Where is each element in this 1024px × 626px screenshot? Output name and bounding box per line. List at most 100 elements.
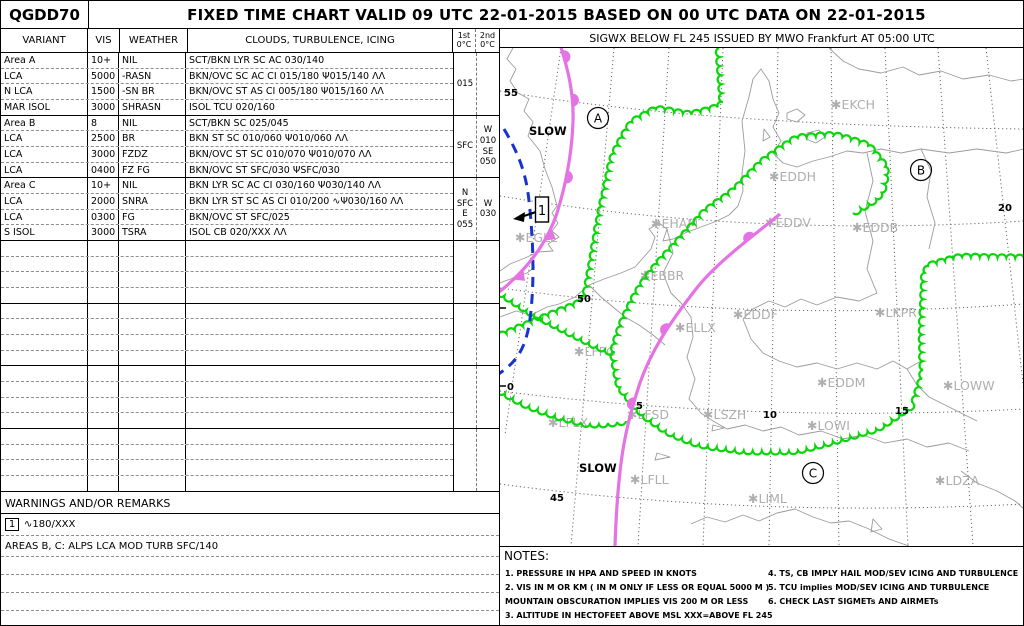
- cell-vis: 10+: [87, 178, 118, 194]
- cell-variant: [1, 257, 87, 272]
- col-vis: VIS: [87, 29, 119, 52]
- cell-weather: [118, 366, 185, 382]
- cell-first-zero-level: N SFC E 055: [453, 178, 476, 241]
- cell-variant: [1, 413, 87, 428]
- longitude-gridline: [504, 48, 562, 436]
- cell-clouds: BKN ST SC 010/060 Ψ010/060 ΛΛ: [185, 131, 453, 147]
- marker-ref-box: [534, 196, 550, 223]
- coastline-border: [654, 452, 671, 461]
- table-row: LCA 2500 BR BKN ST SC 010/060 Ψ010/060 ΛΛ: [1, 130, 453, 147]
- latitude-label: 55: [504, 88, 518, 99]
- cell-second-zero-level: [476, 366, 499, 429]
- latitude-gridline: [500, 390, 1023, 414]
- warning-empty-row: [1, 575, 499, 593]
- longitude-gridline: [884, 48, 909, 546]
- cell-variant: [1, 476, 87, 491]
- cell-variant: [1, 319, 87, 334]
- table-row: LCA 5000 -RASN BKN/OVC SC AC CI 015/180 Ψ01…: [1, 67, 453, 84]
- table-row: [1, 366, 453, 382]
- coastline-border: [828, 48, 1023, 82]
- airport-label: ✱EDDB: [852, 220, 898, 235]
- group-rows: Area A 10+ NIL SCT/BKN LYR SC AC 030/140 LCA…: [1, 53, 453, 115]
- note-line: 2. VIS IN M OR KM ( IN M ONLY IF LESS OR…: [505, 583, 770, 592]
- cell-weather: [118, 476, 185, 491]
- map-panel: SIGWX BELOW FL 245 ISSUED BY MWO Frankfu…: [500, 29, 1023, 625]
- coastline-border: [500, 48, 560, 272]
- cell-weather: FZDZ: [118, 147, 185, 162]
- table-group-area: Area B 8 NIL SCT/BKN SC 025/045 LCA 2500 BR BKN…: [1, 115, 499, 179]
- airport-label: ✱EDDF: [733, 307, 778, 322]
- cell-clouds: ISOL TCU 020/160: [185, 100, 453, 115]
- coastline-border: [742, 292, 878, 320]
- cell-vis: 5000: [87, 68, 118, 84]
- cell-first-zero-level: [453, 303, 476, 366]
- airport-label: ✱LSZH: [703, 407, 746, 422]
- cell-vis: 0300: [87, 209, 118, 225]
- latitude-gridline: [500, 90, 1023, 130]
- zero-deg-label: 0°C: [456, 39, 472, 49]
- group-rows: Area B 8 NIL SCT/BKN SC 025/045 LCA 2500 BR BKN…: [1, 115, 453, 178]
- warning-empty-row: [1, 593, 499, 611]
- cell-weather: [118, 397, 185, 413]
- col-weather: WEATHER: [119, 29, 187, 52]
- notes-title: NOTES:: [504, 549, 549, 563]
- cell-vis: 3000: [87, 225, 118, 241]
- note-line: MOUNTAIN OBSCURATION IMPLIES VIS 200 M O…: [505, 597, 749, 606]
- warnings-title: WARNINGS AND/OR REMARKS: [1, 494, 499, 514]
- cell-weather: [118, 319, 185, 335]
- cell-clouds: SCT/BKN LYR SC AC 030/140: [185, 53, 453, 68]
- group-rows: [1, 429, 453, 491]
- longitude-gridline: [702, 48, 724, 546]
- warm-front-bump: [743, 231, 755, 243]
- cell-variant: Area B: [4, 117, 36, 129]
- cell-vis: [87, 241, 118, 256]
- longitude-gridline: [570, 48, 615, 546]
- table-group-empty: [1, 429, 499, 492]
- warm-front-bump: [660, 323, 671, 336]
- cell-variant: N LCA: [4, 86, 33, 98]
- table-group-empty: [1, 366, 499, 430]
- cell-clouds: [185, 444, 453, 460]
- longitude-label: 15: [895, 406, 909, 417]
- cell-vis: 3000: [87, 100, 118, 115]
- warnings-box: WARNINGS AND/OR REMARKS 1 ∿180/XXX AREAS…: [1, 494, 499, 625]
- table-group-area: Area C 10+ NIL BKN LYR SC AC CI 030/160 Ψ03…: [1, 178, 499, 242]
- coastline-border: [920, 148, 936, 250]
- cell-weather: [118, 241, 185, 256]
- cell-weather: NIL: [118, 178, 185, 194]
- map-title: SIGWX BELOW FL 245 ISSUED BY MWO Frankfu…: [500, 29, 1023, 48]
- airport-label: ✱LFLL: [630, 472, 669, 487]
- latitude-label: 45: [550, 493, 564, 504]
- group-rows: Area C 10+ NIL BKN LYR SC AC CI 030/160 Ψ03…: [1, 178, 453, 241]
- airport-label: ✱LIML: [748, 491, 787, 506]
- longitude-label: 20: [998, 203, 1012, 214]
- longitude-gridline: [768, 48, 779, 546]
- airport-label: ✱LKPR: [875, 305, 917, 320]
- table-row: [1, 255, 453, 272]
- cell-weather: SNRA: [118, 194, 185, 209]
- airport-label: ✱EDDH: [769, 169, 816, 184]
- cell-variant: LCA: [4, 164, 23, 176]
- airport-label: ✱ELLX: [675, 320, 716, 335]
- cell-clouds: [185, 429, 453, 444]
- chart-header-bar: QGDD70 FIXED TIME CHART VALID 09 UTC 22-…: [1, 1, 1023, 29]
- note-line: 4. TS, CB IMPLY HAIL MOD/SEV ICING AND T…: [768, 569, 1019, 578]
- cell-weather: [118, 256, 185, 272]
- cell-first-zero-level: [453, 366, 476, 429]
- note-line: 1. PRESSURE IN HPA AND SPEED IN KNOTS: [505, 569, 697, 578]
- table-row: [1, 443, 453, 460]
- zero-deg-label: 0°C: [480, 39, 495, 49]
- warm-front-bump: [571, 93, 579, 107]
- warm-front-bump: [565, 170, 573, 184]
- table-row: [1, 303, 453, 319]
- table-group-empty: [1, 303, 499, 367]
- table-row: LCA 0400 FZ FG BKN/OVC ST SFC/030 ΨSFC/030: [1, 161, 453, 178]
- warm-front-bump: [626, 397, 636, 411]
- cell-clouds: SCT/BKN SC 025/045: [185, 115, 453, 131]
- cell-variant: [1, 429, 87, 444]
- cell-vis: [87, 319, 118, 335]
- table-row: [1, 459, 453, 476]
- cell-vis: [87, 272, 118, 288]
- area-letter: C: [809, 467, 817, 481]
- chart-title: FIXED TIME CHART VALID 09 UTC 22-01-2015…: [187, 5, 926, 24]
